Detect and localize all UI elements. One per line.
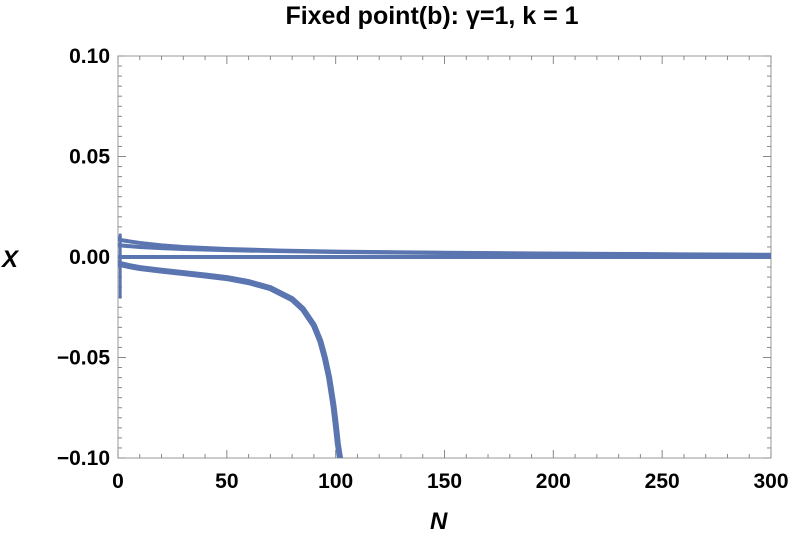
x-tick-label: 150 bbox=[427, 470, 462, 493]
x-tick-label: 0 bbox=[112, 470, 124, 493]
y-tick-label: 0.05 bbox=[69, 146, 110, 169]
x-tick-label: 50 bbox=[215, 470, 238, 493]
x-tick-label: 300 bbox=[753, 470, 788, 493]
x-tick-label: 100 bbox=[318, 470, 353, 493]
y-tick-label: −0.05 bbox=[57, 347, 110, 370]
x-tick-label: 250 bbox=[645, 470, 680, 493]
y-tick-label: 0.10 bbox=[69, 45, 110, 68]
series-line-4 bbox=[118, 260, 344, 458]
x-tick-label: 200 bbox=[536, 470, 571, 493]
chart-title: Fixed point(b): γ=1, k = 1 bbox=[285, 2, 579, 30]
series-line-2 bbox=[118, 242, 771, 257]
y-axis-label: X bbox=[2, 246, 19, 273]
y-tick-label: 0.00 bbox=[69, 246, 110, 269]
x-axis-label: N bbox=[430, 508, 448, 535]
y-tick-label: −0.10 bbox=[57, 447, 110, 470]
